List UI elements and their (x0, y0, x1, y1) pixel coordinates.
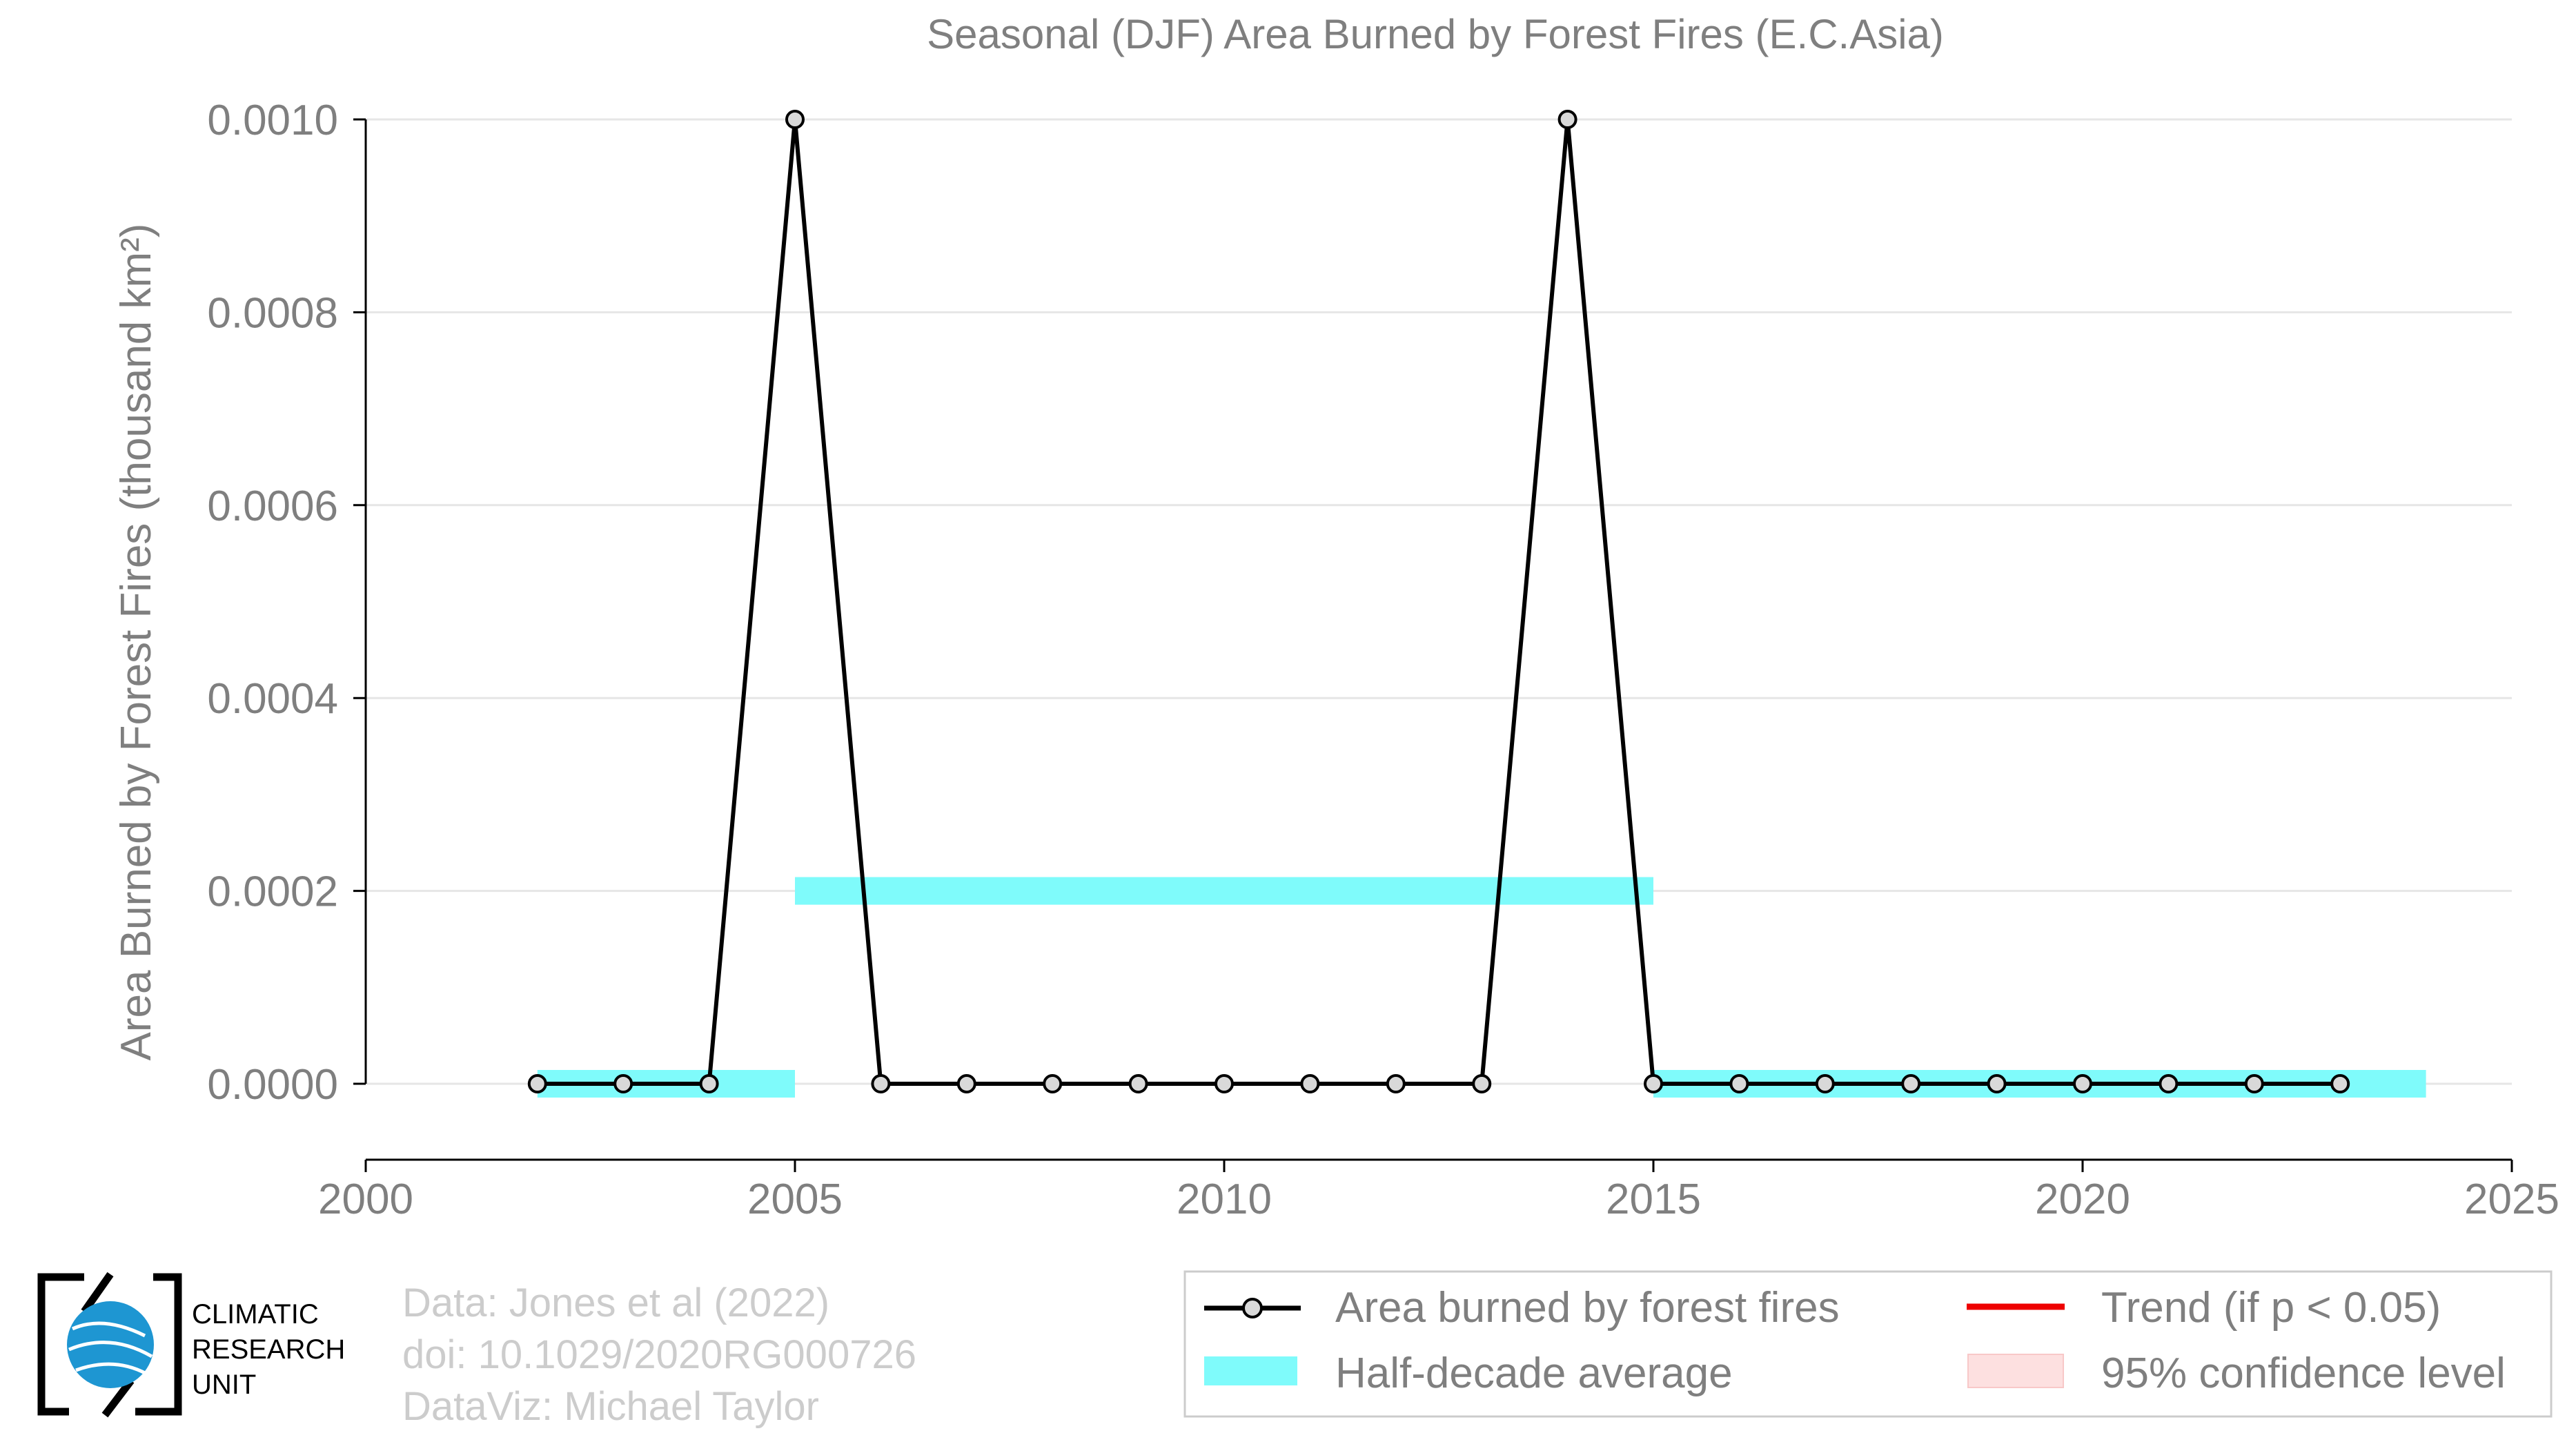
legend-label-confidence: 95% confidence level (2101, 1350, 2506, 1397)
x-ticks: 2000 2005 2010 2015 2020 2025 (318, 1160, 2559, 1223)
grid-lines (366, 118, 2512, 1085)
logo-bracket-right (135, 1273, 182, 1416)
axes (364, 119, 2512, 1161)
y-tick-label-0: 0.0000 (207, 1061, 338, 1109)
data-point-2004 (699, 1074, 719, 1093)
legend-label-trend: Trend (if p < 0.05) (2101, 1284, 2441, 1332)
logo-text-3: UNIT (192, 1370, 256, 1400)
cru-logo: CLIMATIC RESEARCH UNIT (37, 1272, 345, 1418)
data-point-2005 (785, 110, 805, 129)
data-point-2023 (2330, 1074, 2350, 1093)
data-point-2022 (2244, 1074, 2264, 1093)
data-point-2014 (1557, 110, 1577, 129)
data-point-2011 (1300, 1074, 1320, 1093)
y-tick-label-3: 0.0006 (207, 483, 338, 530)
y-tick-label-4: 0.0008 (207, 289, 338, 337)
data-point-2018 (1901, 1074, 1921, 1093)
data-point-2002 (527, 1074, 547, 1093)
data-point-2008 (1043, 1074, 1063, 1093)
y-tick-label-2: 0.0004 (207, 675, 338, 723)
y-axis-label: Area Burned by Forest Fires (thousand km… (112, 224, 160, 1061)
legend-swatch-confidence (1967, 1354, 2064, 1388)
x-tick-label-2025: 2025 (2464, 1176, 2559, 1223)
data-point-2012 (1386, 1074, 1406, 1093)
legend: Area burned by forest fires Half-decade … (1183, 1270, 2553, 1418)
logo-slash-top (81, 1272, 114, 1314)
data-point-2015 (1644, 1074, 1663, 1093)
logo-bracket-left (37, 1273, 84, 1416)
legend-label-series: Area burned by forest fires (1335, 1284, 1840, 1332)
legend-swatch-average (1204, 1356, 1297, 1385)
data-point-2007 (956, 1074, 976, 1093)
globe-swirl-2 (68, 1341, 153, 1359)
x-tick-label-2010: 2010 (1177, 1176, 1272, 1223)
credit-dataviz: DataViz: Michael Taylor (402, 1384, 819, 1429)
chart-title: Seasonal (DJF) Area Burned by Forest Fir… (927, 11, 1944, 57)
legend-marker-series (1242, 1298, 1263, 1318)
series-area-burned (527, 110, 2350, 1093)
data-point-2017 (1815, 1074, 1835, 1093)
data-point-2016 (1729, 1074, 1749, 1093)
credit-doi: doi: 10.1029/2020RG000726 (402, 1332, 916, 1377)
data-point-2009 (1128, 1074, 1148, 1093)
logo-slash-bottom (101, 1378, 135, 1418)
y-tick-label-5: 0.0010 (207, 97, 338, 144)
data-point-2003 (613, 1074, 633, 1093)
logo-text-1: CLIMATIC (192, 1299, 319, 1330)
series-line-0 (537, 119, 2341, 1086)
y-ticks: 0.0000 0.0002 0.0004 0.0006 0.0008 0.0010 (207, 97, 366, 1109)
data-point-2020 (2073, 1074, 2092, 1093)
x-tick-label-2015: 2015 (1606, 1176, 1701, 1223)
data-point-2021 (2159, 1074, 2179, 1093)
data-point-2013 (1472, 1074, 1492, 1093)
x-tick-label-2000: 2000 (318, 1176, 413, 1223)
credits: Data: Jones et al (2022) doi: 10.1029/20… (402, 1280, 916, 1429)
x-tick-label-2005: 2005 (747, 1176, 843, 1223)
credit-data: Data: Jones et al (2022) (402, 1280, 829, 1325)
average-band-1 (795, 877, 1653, 905)
legend-box (1183, 1270, 2553, 1418)
y-tick-label-1: 0.0002 (207, 868, 338, 916)
x-tick-label-2020: 2020 (2035, 1176, 2130, 1223)
globe-swirl-3 (75, 1362, 148, 1376)
logo-text-2: RESEARCH (192, 1334, 345, 1365)
data-point-2010 (1215, 1074, 1234, 1093)
data-point-2006 (871, 1074, 891, 1093)
globe-swirl-1 (71, 1321, 146, 1338)
data-point-2019 (1987, 1074, 2007, 1093)
legend-label-average: Half-decade average (1335, 1350, 1733, 1397)
